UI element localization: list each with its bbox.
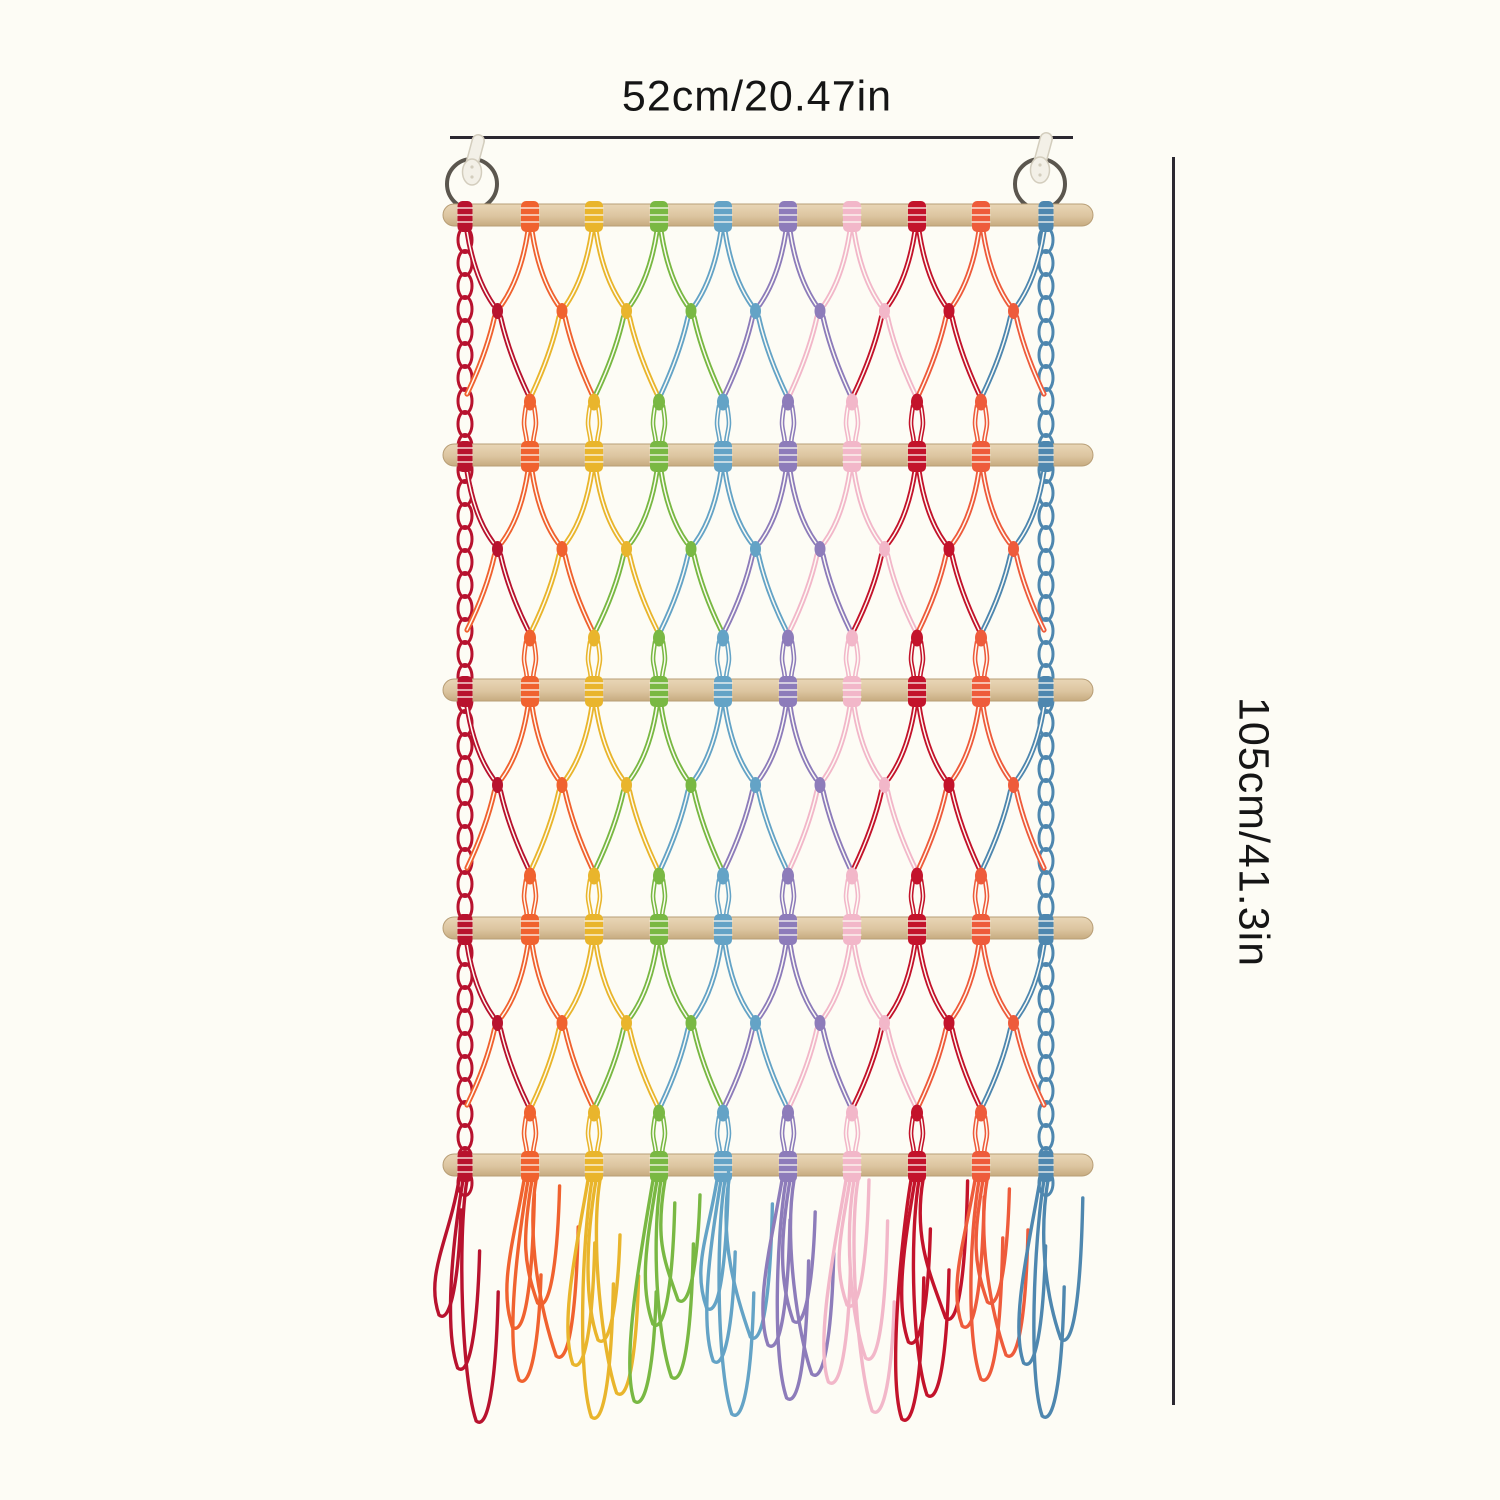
mesh-net [464,228,1047,1156]
wooden-dowel-rods [442,203,1094,1177]
cord-wrap-knots [456,201,1055,1182]
width-dimension-label: 52cm/20.47in [621,72,893,121]
width-dimension-line [450,136,1073,139]
wall-hook-icon [461,132,1053,186]
height-dimension-line [1172,157,1175,1405]
bottom-fringe-cords [433,1169,1085,1424]
metal-ring-icon [445,157,1067,211]
